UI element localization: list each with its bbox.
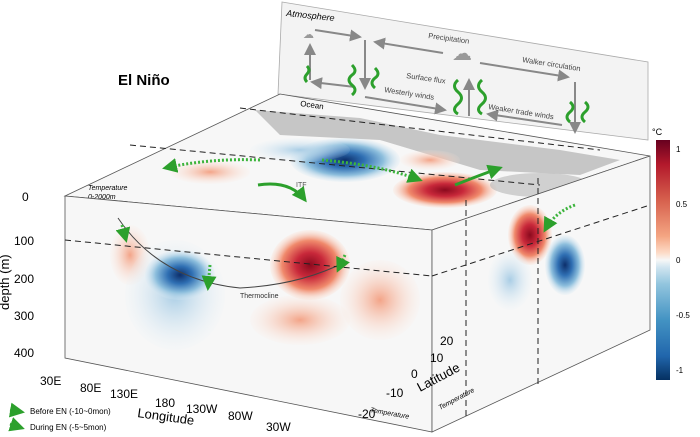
depth-tick: 400 bbox=[14, 346, 34, 360]
walker-circulation-arrows bbox=[304, 29, 581, 134]
ocean-top-face: Ocean Temperature 0-2000m ITF bbox=[63, 93, 651, 231]
longitude-tick: 180 bbox=[155, 396, 175, 410]
colorbar-tick: -0.5 bbox=[676, 311, 690, 320]
latitude-tick: 10 bbox=[430, 351, 444, 365]
ocean-label: Ocean bbox=[300, 99, 325, 111]
solid-arrow-icon bbox=[8, 417, 25, 432]
temperature-range-label: 0-2000m bbox=[88, 194, 116, 201]
colorbar-tick: 0.5 bbox=[676, 200, 688, 209]
colorbar: °C 1 0.5 0 -0.5 -1 bbox=[652, 127, 690, 380]
green-pathway-arrows bbox=[115, 158, 576, 291]
diagram-title: El Niño bbox=[118, 72, 170, 89]
longitude-tick: 30W bbox=[266, 420, 291, 434]
legend-item-before-en: Before EN (-10~0mon) bbox=[30, 407, 111, 416]
thermocline-label: Thermocline bbox=[240, 293, 279, 300]
thermocline-line bbox=[117, 217, 346, 289]
cloud-icon: ☁ bbox=[303, 29, 314, 41]
depth-tick: 200 bbox=[14, 272, 34, 286]
depth-tick: 100 bbox=[14, 234, 34, 248]
rain-cloud-icon: ☁ bbox=[452, 43, 472, 65]
latitude-tick: 20 bbox=[440, 334, 454, 348]
depth-axis-label: depth (m) bbox=[0, 254, 12, 310]
itf-label: ITF bbox=[296, 182, 307, 189]
legend-item-during-en: During EN (-5~5mon) bbox=[30, 423, 107, 432]
dotted-arrow-icon bbox=[8, 402, 25, 418]
colorbar-tick: 1 bbox=[676, 145, 681, 154]
depth-tick: 0 bbox=[22, 190, 29, 204]
latitude-tick: -20 bbox=[358, 407, 376, 421]
legend: Before EN (-10~0mon) During EN (-5~5mon) bbox=[8, 402, 111, 432]
longitude-tick: 80W bbox=[228, 409, 253, 423]
longitude-tick: 30E bbox=[40, 374, 61, 388]
depth-axis: 0 100 200 300 400 depth (m) bbox=[0, 190, 34, 360]
latitude-tick: -10 bbox=[386, 386, 404, 400]
longitude-tick: 130W bbox=[186, 402, 218, 416]
longitude-tick: 130E bbox=[110, 387, 138, 401]
colorbar-tick: 0 bbox=[676, 256, 681, 265]
ocean-side-face: Temperature bbox=[431, 155, 651, 433]
colorbar-tick: -1 bbox=[676, 366, 684, 375]
depth-tick: 300 bbox=[14, 309, 34, 323]
longitude-tick: 80E bbox=[80, 381, 101, 395]
colorbar-unit: °C bbox=[652, 127, 663, 137]
temperature-layer-label: Temperature bbox=[88, 185, 128, 192]
atmosphere-panel: Atmosphere ☁ ☁ Precipitation Walker circ… bbox=[277, 1, 649, 141]
latitude-tick: 0 bbox=[411, 367, 418, 381]
surface-flux-wavy-arrows bbox=[303, 63, 590, 124]
